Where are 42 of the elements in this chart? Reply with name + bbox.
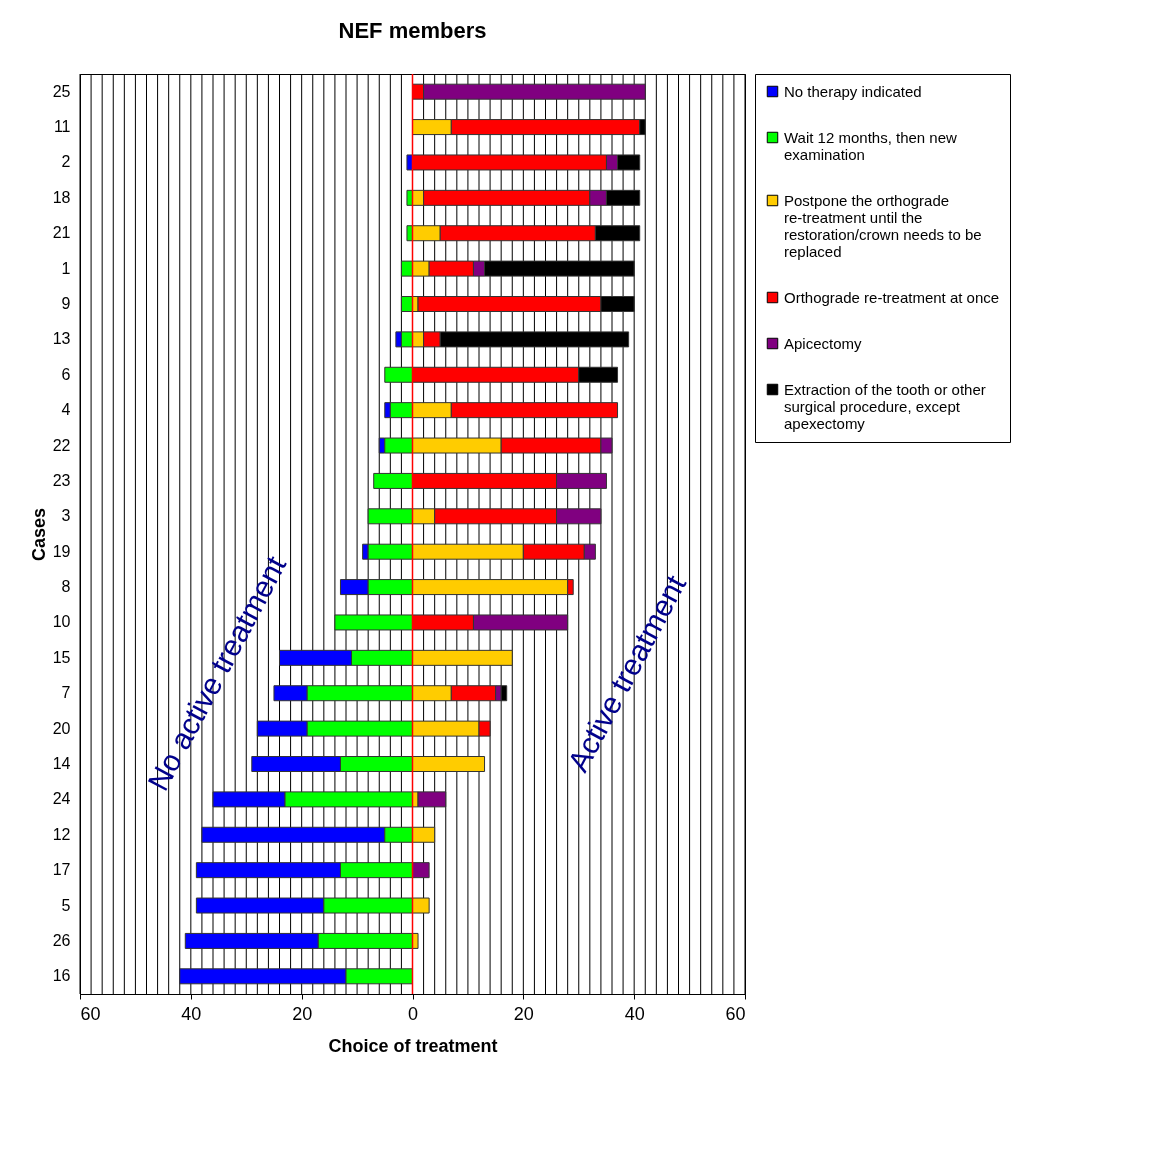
y-tick-label: 17 [52, 861, 71, 879]
legend-label: Wait 12 months, then new examination [784, 128, 958, 163]
y-tick-label: 12 [52, 825, 71, 843]
y-tick-label: 6 [61, 365, 71, 383]
x-tick-label: 20 [292, 1003, 313, 1024]
x-tick-label: 40 [181, 1003, 202, 1024]
y-tick-label: 25 [52, 82, 71, 100]
y-tick-label: 23 [52, 471, 71, 489]
y-tick-label: 1 [61, 259, 71, 277]
y-tick-label: 4 [61, 401, 71, 419]
y-tick-label: 5 [61, 896, 71, 914]
legend-label: No therapy indicated [784, 82, 922, 100]
x-tick-label: 40 [624, 1003, 645, 1024]
legend-label: Postpone the orthograde re-treatment until the restoration/crown needs to be replaced [784, 191, 982, 260]
y-tick-label: 22 [52, 436, 71, 454]
y-tick-label: 3 [61, 507, 71, 525]
y-tick-label: 16 [52, 967, 71, 985]
y-tick-label: 13 [52, 330, 71, 348]
y-tick-label: 20 [52, 719, 71, 737]
y-tick-label: 15 [52, 648, 71, 666]
y-tick-label: 18 [52, 188, 71, 206]
y-tick-label: 14 [52, 755, 71, 772]
x-tick-label: 0 [407, 1003, 419, 1024]
legend-label: Orthograde re-treatment at once [784, 288, 1000, 306]
y-tick-label: 10 [52, 613, 71, 631]
legend-label: Apicectomy [784, 334, 863, 352]
y-tick-label: 8 [61, 578, 71, 596]
y-tick-label: 24 [52, 790, 71, 808]
x-tick-label: 60 [725, 1003, 746, 1024]
y-tick-label: 9 [61, 295, 71, 312]
y-tick-label: 19 [52, 542, 71, 560]
y-tick-label: 7 [61, 684, 71, 702]
chart-title: NEF members [338, 18, 487, 44]
legend-label: Extraction of the tooth or other surgical procedure, except apexectomy [784, 380, 986, 432]
x-axis-title: Choice of treatment [328, 1035, 498, 1056]
y-tick-label: 26 [52, 931, 71, 949]
y-axis-title: Cases [28, 507, 49, 562]
x-tick-label: 60 [80, 1003, 101, 1024]
y-tick-label: 2 [61, 153, 71, 171]
x-tick-label: 20 [513, 1003, 534, 1024]
y-tick-label: 21 [52, 224, 71, 242]
y-tick-label: 11 [53, 118, 71, 136]
